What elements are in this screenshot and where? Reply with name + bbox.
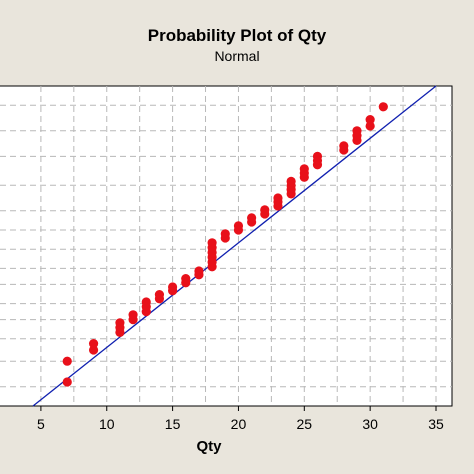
data-point <box>220 229 230 239</box>
data-point <box>365 115 375 125</box>
data-point <box>181 274 191 284</box>
data-point <box>286 176 296 186</box>
data-point <box>88 345 99 355</box>
x-tick-label: 5 <box>37 416 45 432</box>
x-tick-label: 15 <box>165 416 181 432</box>
x-tick-label: 20 <box>231 416 247 432</box>
data-point <box>115 318 125 328</box>
chart-title: Probability Plot of Qty <box>148 26 327 45</box>
data-point <box>233 221 244 231</box>
x-tick-label: 35 <box>428 416 444 432</box>
data-point <box>154 290 165 300</box>
data-point <box>62 356 72 366</box>
data-point <box>194 266 204 276</box>
data-points <box>62 102 388 387</box>
data-point <box>141 297 151 307</box>
grid <box>0 86 452 406</box>
data-point <box>273 193 283 203</box>
x-tick-label: 30 <box>362 416 378 432</box>
fit-line <box>32 85 437 407</box>
data-point <box>168 282 178 292</box>
data-point <box>247 213 257 223</box>
data-point <box>88 339 99 349</box>
data-point <box>62 377 72 387</box>
data-point <box>378 102 388 112</box>
x-axis-label: Qty <box>196 438 222 455</box>
data-point <box>128 310 138 320</box>
plot-area <box>0 85 453 407</box>
data-point <box>365 121 375 131</box>
data-point <box>207 238 217 248</box>
data-point <box>299 164 309 174</box>
data-point <box>260 205 270 215</box>
chart-subtitle: Normal <box>214 48 259 64</box>
x-tick-label: 10 <box>99 416 115 432</box>
data-point <box>312 151 323 161</box>
x-tick-label: 25 <box>297 416 313 432</box>
data-point <box>339 141 349 151</box>
data-point <box>352 126 362 136</box>
x-tick-labels: 5 10 15 20 25 30 35 <box>37 406 444 432</box>
